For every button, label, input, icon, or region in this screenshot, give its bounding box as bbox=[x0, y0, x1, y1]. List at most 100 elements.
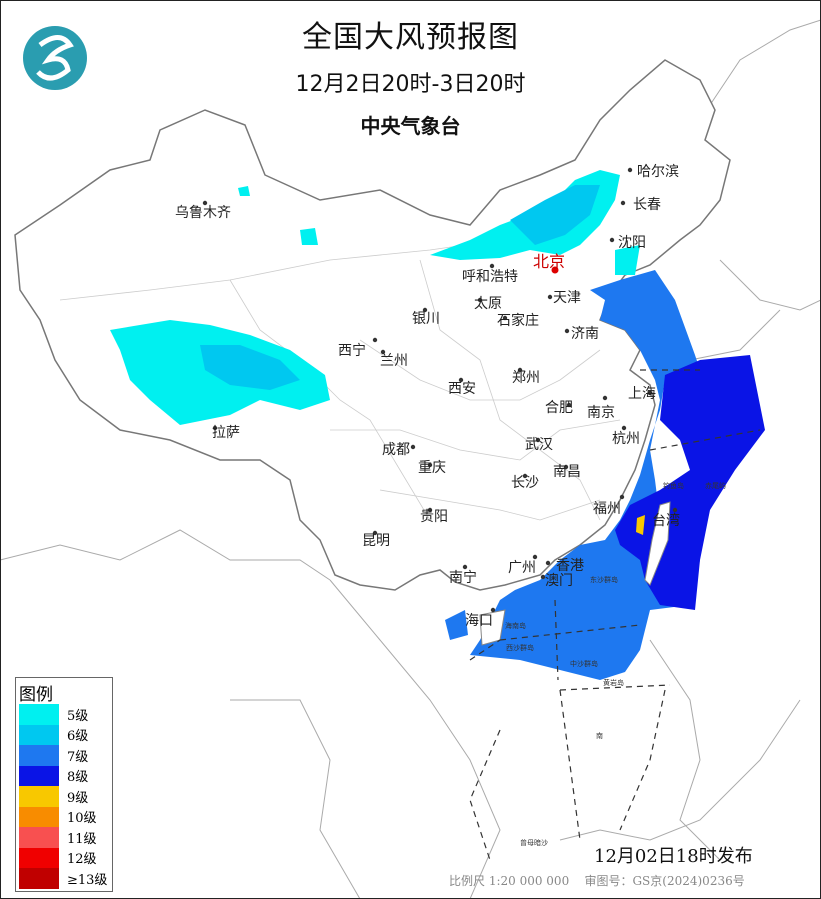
map-label: 中沙群岛 bbox=[570, 659, 598, 668]
wind-area-level9 bbox=[636, 515, 645, 535]
map-footer: 比例尺 1:20 000 000 审图号：GS京(2024)0236号 bbox=[449, 872, 745, 889]
map-label: 黄岩岛 bbox=[603, 678, 624, 687]
city-dot-icon bbox=[621, 425, 627, 431]
city: 合肥 bbox=[545, 400, 573, 416]
city: 海口 bbox=[465, 607, 496, 629]
city-label: 香港 bbox=[556, 558, 584, 574]
city-dot-icon bbox=[477, 297, 483, 303]
city-dot-icon bbox=[458, 377, 464, 383]
legend: 图例 5级 6级 7级 8级 9级 10级 11级 12级 ≥13级 bbox=[15, 677, 113, 892]
city-dot-icon bbox=[563, 464, 569, 470]
city-label: 南宁 bbox=[449, 569, 477, 586]
legend-item: 6级 bbox=[16, 724, 112, 745]
capital-star-icon bbox=[551, 266, 559, 274]
legend-item: 5级 bbox=[16, 704, 112, 725]
legend-swatch bbox=[19, 847, 59, 868]
map-label: 西沙群岛 bbox=[506, 643, 534, 652]
city: 乌鲁木齐 bbox=[175, 200, 231, 221]
city-label: 天津 bbox=[553, 290, 581, 306]
legend-label: 10级 bbox=[67, 811, 97, 827]
city: 呼和浩特 bbox=[462, 263, 518, 285]
city: 南昌 bbox=[553, 464, 581, 480]
city-label: 昆明 bbox=[362, 533, 390, 549]
city-dot-icon bbox=[545, 560, 551, 566]
city-label: 南京 bbox=[587, 405, 615, 421]
city-label: 济南 bbox=[571, 326, 599, 342]
city: 贵阳 bbox=[420, 507, 448, 525]
legend-label: 9级 bbox=[67, 790, 89, 806]
city-dot-icon bbox=[410, 444, 416, 450]
city: 天津 bbox=[547, 290, 581, 306]
legend-item: 11级 bbox=[16, 827, 112, 848]
issuing-agency: 中央气象台 bbox=[360, 114, 461, 138]
forecast-time-range: 12月2日20时-3日20时 bbox=[295, 72, 526, 97]
legend-swatch bbox=[19, 806, 59, 827]
city: 西宁 bbox=[338, 337, 378, 359]
nine-dash-line bbox=[469, 369, 761, 861]
city-dot-icon bbox=[502, 315, 508, 321]
legend-swatch bbox=[19, 765, 59, 786]
wind-area-level7 bbox=[445, 270, 700, 680]
legend-item: ≥13级 bbox=[16, 868, 112, 889]
city-label: 沈阳 bbox=[618, 235, 646, 251]
city: 广州 bbox=[508, 554, 538, 576]
city-dot-icon bbox=[564, 328, 570, 334]
city-dot-icon bbox=[609, 237, 615, 243]
city-dot-icon bbox=[427, 507, 433, 513]
city-label: 南昌 bbox=[553, 464, 581, 480]
city-label: 拉萨 bbox=[212, 425, 240, 441]
legend-item: 8级 bbox=[16, 765, 112, 786]
city-dot-icon bbox=[627, 167, 633, 173]
city-dot-icon bbox=[517, 367, 523, 373]
city-label: 长沙 bbox=[511, 475, 539, 491]
city: 福州 bbox=[593, 494, 625, 517]
city: 北京 bbox=[533, 252, 565, 274]
city: 杭州 bbox=[612, 425, 640, 447]
city-dot-icon bbox=[540, 574, 546, 580]
legend-label: 5级 bbox=[67, 708, 89, 724]
city-dot-icon bbox=[212, 425, 218, 431]
city-label: 乌鲁木齐 bbox=[175, 205, 231, 221]
wind-area-level6 bbox=[200, 185, 600, 390]
city-label: 哈尔滨 bbox=[637, 164, 679, 180]
city-dot-icon bbox=[462, 564, 468, 570]
city-label: 兰州 bbox=[380, 353, 408, 369]
map-label: 南 bbox=[596, 731, 603, 740]
map-label: 钓鱼岛 bbox=[663, 481, 684, 490]
city-label: 福州 bbox=[593, 501, 621, 517]
map-label: 曾母暗沙 bbox=[520, 838, 548, 847]
city-dot-icon bbox=[372, 530, 378, 536]
city: 南宁 bbox=[449, 564, 477, 586]
legend-item: 9级 bbox=[16, 786, 112, 807]
city: 石家庄 bbox=[497, 312, 539, 329]
legend-label: ≥13级 bbox=[67, 872, 108, 888]
city-dot-icon bbox=[619, 494, 625, 500]
legend-item: 12级 bbox=[16, 847, 112, 868]
legend-label: 11级 bbox=[67, 831, 97, 847]
city-dot-icon bbox=[490, 607, 496, 613]
city: 重庆 bbox=[418, 460, 446, 476]
legend-swatch bbox=[19, 786, 59, 807]
city: 太原 bbox=[474, 296, 502, 312]
city-dot-icon bbox=[602, 395, 608, 401]
legend-swatch bbox=[19, 868, 59, 889]
city: 长沙 bbox=[511, 473, 539, 491]
legend-item: 7级 bbox=[16, 745, 112, 766]
city: 西安 bbox=[448, 377, 476, 397]
city-label: 海口 bbox=[465, 613, 493, 629]
city-label: 武汉 bbox=[525, 437, 553, 453]
city-dot-icon bbox=[672, 507, 678, 513]
city-label: 郑州 bbox=[512, 370, 540, 386]
city-label: 重庆 bbox=[418, 460, 446, 476]
province-boundaries bbox=[59, 239, 621, 521]
city-dot-icon bbox=[647, 390, 653, 396]
scale-text: 比例尺 1:20 000 000 bbox=[449, 874, 570, 888]
city-dot-icon bbox=[535, 437, 541, 443]
approval-number: 审图号：GS京(2024)0236号 bbox=[584, 874, 745, 888]
legend-label: 8级 bbox=[67, 770, 89, 786]
city: 南京 bbox=[587, 395, 615, 421]
city: 银川 bbox=[412, 307, 440, 327]
city: 香港 bbox=[545, 558, 584, 574]
city: 武汉 bbox=[525, 437, 553, 453]
